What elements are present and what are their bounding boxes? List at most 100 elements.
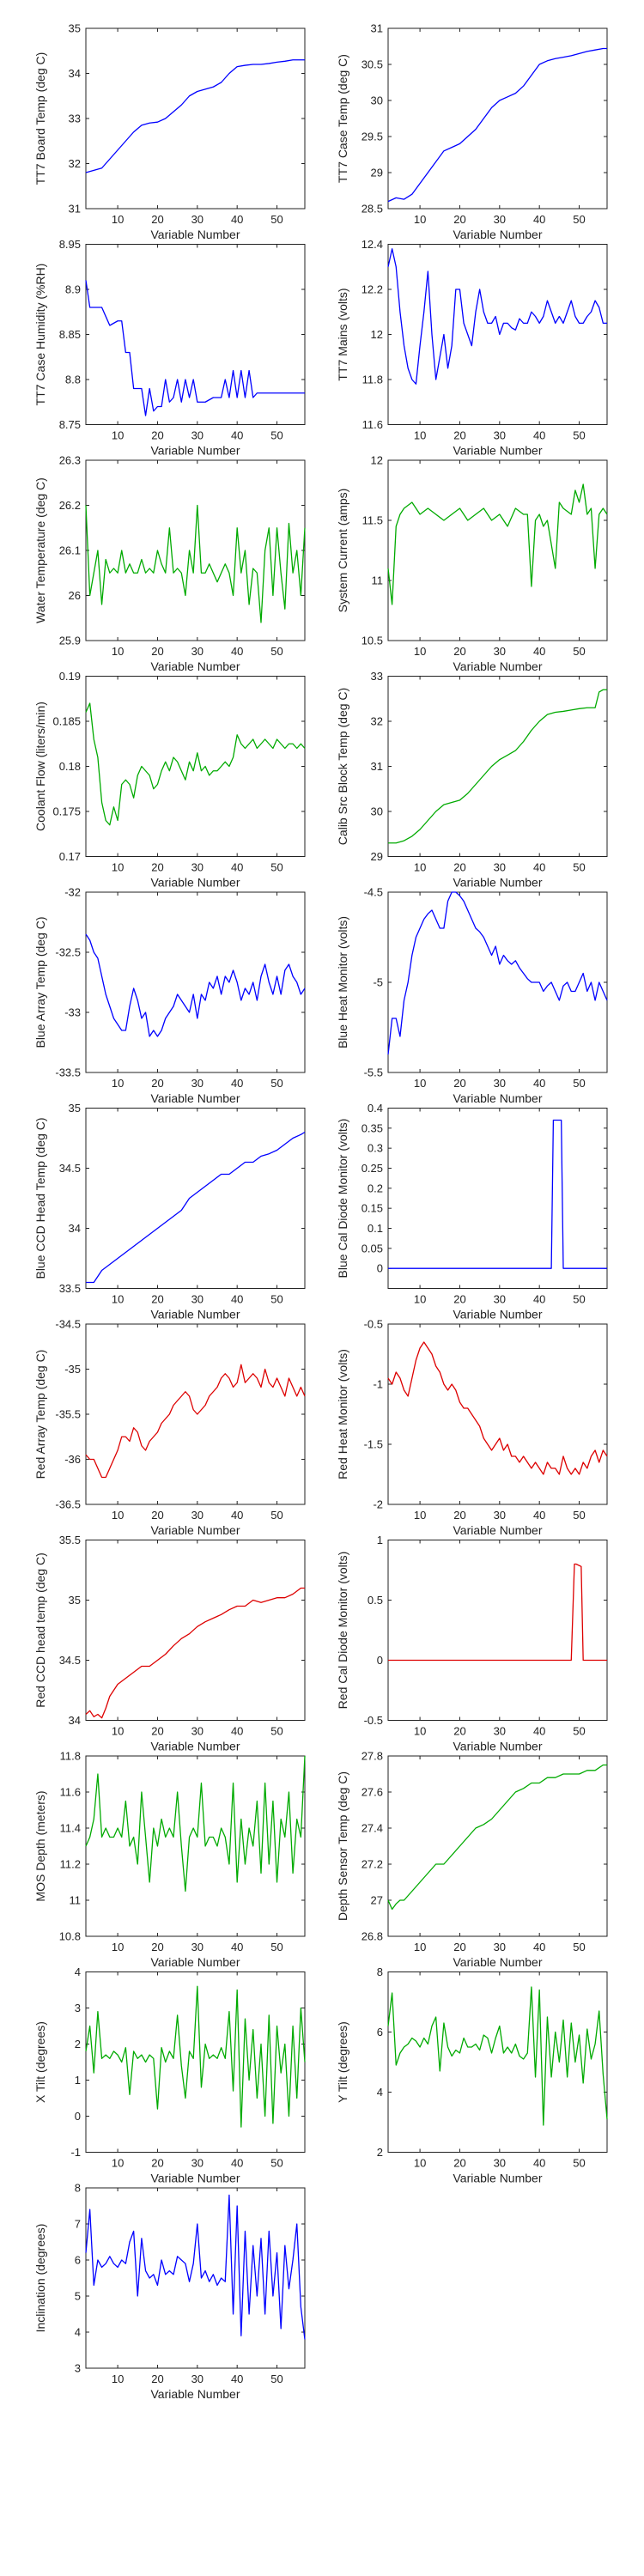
y-tick-label: 26.3 — [59, 454, 81, 467]
x-tick-label: 40 — [533, 861, 545, 874]
x-tick-label: 10 — [112, 861, 124, 874]
series-line — [387, 891, 608, 1055]
x-tick-label: 10 — [112, 1077, 124, 1090]
y-tick-label: 26 — [69, 589, 81, 602]
y-tick-label: -33.5 — [55, 1066, 81, 1079]
x-tick-label: 10 — [414, 1941, 426, 1953]
series-line — [85, 933, 306, 1037]
y-tick-label: 0.175 — [52, 805, 81, 818]
x-tick-label: 40 — [533, 1077, 545, 1090]
plot-frame — [85, 1755, 306, 1937]
y-axis-label: Inclination (degrees) — [33, 2224, 47, 2333]
y-tick-label: 0.2 — [368, 1182, 383, 1194]
y-tick-label: 30.5 — [361, 58, 383, 71]
y-tick-label: 11 — [372, 574, 384, 587]
x-tick-label: 50 — [270, 213, 283, 226]
y-axis-label: X Tilt (degrees) — [33, 2021, 47, 2103]
y-tick-label: 7 — [75, 2218, 81, 2231]
x-tick-label: 30 — [494, 861, 506, 874]
chart-panel: 10 20 30 40 50 -5.5 -5 -4.5 Variable Number Blue … — [336, 886, 608, 1105]
series-line — [387, 1764, 607, 1911]
x-axis-label: Variable Number — [150, 228, 240, 241]
y-tick-label: -1 — [70, 2146, 81, 2159]
y-axis-label: Red Array Temp (deg C) — [33, 1350, 47, 1479]
x-tick-label: 30 — [191, 2157, 204, 2170]
y-axis-label: Coolant Flow (liters/min) — [33, 702, 47, 831]
x-tick-label: 10 — [414, 2157, 426, 2170]
x-tick-label: 10 — [112, 2372, 124, 2385]
y-axis-label: System Current (amps) — [336, 489, 349, 613]
x-tick-label: 30 — [494, 1509, 506, 1522]
y-axis-label: TT7 Case Temp (deg C) — [336, 54, 349, 183]
x-tick-label: 20 — [453, 1293, 465, 1306]
x-tick-label: 10 — [414, 645, 426, 658]
y-tick-label: 34 — [69, 1222, 81, 1235]
x-axis-label: Variable Number — [150, 2387, 240, 2401]
x-axis-label: Variable Number — [150, 1740, 240, 1753]
x-axis-label: Variable Number — [453, 444, 542, 458]
y-tick-label: -0.5 — [364, 1714, 383, 1727]
y-tick-label: 4 — [377, 2086, 383, 2099]
chart-panel: 10 20 30 40 50 -0.5 0 0.5 1 Variable Number Red Ca… — [336, 1534, 608, 1753]
y-tick-label: 8.75 — [59, 418, 81, 431]
chart-panel: 10 20 30 40 50 2 4 6 8 Variable Number Y Tilt (deg… — [336, 1965, 608, 2185]
y-tick-label: 12.4 — [361, 238, 383, 251]
y-tick-label: 0.17 — [59, 850, 81, 863]
y-tick-label: 8.9 — [65, 283, 81, 296]
y-tick-label: 0.15 — [361, 1202, 383, 1215]
x-tick-label: 50 — [270, 1077, 283, 1090]
x-tick-label: 20 — [151, 1725, 163, 1738]
x-tick-label: 20 — [453, 1941, 465, 1953]
chart-panel: 10 20 30 40 50 3 4 5 6 7 8 Variable Number Inclinati… — [33, 2182, 306, 2401]
series-line — [388, 1563, 607, 1662]
x-tick-label: 50 — [573, 645, 585, 658]
y-tick-label: 1 — [75, 2074, 81, 2087]
x-tick-label: 20 — [151, 1293, 163, 1306]
y-tick-label: 10.5 — [361, 635, 383, 647]
x-tick-label: 50 — [270, 861, 283, 874]
y-tick-label: 35.5 — [59, 1534, 81, 1546]
plot-frame — [387, 1971, 608, 2153]
y-tick-label: 11.5 — [362, 514, 383, 527]
y-tick-label: 0.25 — [361, 1162, 383, 1175]
x-tick-label: 50 — [270, 1509, 283, 1522]
x-tick-label: 30 — [191, 645, 204, 658]
y-tick-label: 33 — [371, 670, 383, 683]
x-axis-label: Variable Number — [150, 1523, 240, 1537]
x-tick-label: 50 — [573, 1293, 585, 1306]
y-tick-label: 8.8 — [65, 374, 81, 386]
x-tick-label: 50 — [573, 1941, 585, 1953]
x-tick-label: 30 — [494, 213, 506, 226]
plot-frame — [387, 27, 608, 210]
x-tick-label: 40 — [533, 1725, 545, 1738]
x-axis-label: Variable Number — [453, 659, 542, 673]
x-tick-label: 40 — [231, 1941, 243, 1953]
x-tick-label: 30 — [494, 2157, 506, 2170]
x-tick-label: 40 — [533, 1293, 545, 1306]
x-tick-label: 40 — [533, 429, 545, 442]
chart-panel: 10 20 30 40 50 -36.5 -36 -35.5 -35 -34.5 Variable … — [33, 1318, 306, 1537]
y-tick-label: -5 — [373, 976, 383, 989]
x-tick-label: 40 — [533, 1941, 545, 1953]
y-tick-label: 31 — [371, 760, 383, 773]
plot-frame — [387, 1755, 608, 1937]
chart-panel: 10 20 30 40 50 33.5 34 34.5 35 Variable Number Blu… — [33, 1102, 306, 1321]
y-tick-label: 2 — [75, 2038, 81, 2050]
x-axis-label: Variable Number — [453, 1091, 542, 1105]
x-tick-label: 40 — [231, 645, 243, 658]
y-tick-label: -1.5 — [364, 1438, 383, 1451]
x-tick-label: 50 — [270, 2372, 283, 2385]
y-tick-label: 10.8 — [59, 1930, 81, 1943]
y-tick-label: 0.1 — [368, 1222, 383, 1235]
y-tick-label: 26.8 — [361, 1930, 383, 1943]
x-axis-label: Variable Number — [150, 444, 240, 458]
x-tick-label: 30 — [494, 645, 506, 658]
x-tick-label: 20 — [151, 1077, 163, 1090]
x-tick-label: 10 — [414, 1293, 426, 1306]
x-axis-label: Variable Number — [453, 1523, 542, 1537]
x-tick-label: 10 — [414, 1725, 426, 1738]
chart-panel: 10 20 30 40 50 -2 -1.5 -1 -0.5 Variable Number Red… — [336, 1318, 608, 1537]
y-axis-label: TT7 Mains (volts) — [336, 288, 349, 380]
y-tick-label: 28.5 — [361, 203, 383, 216]
plot-frame — [85, 27, 306, 210]
